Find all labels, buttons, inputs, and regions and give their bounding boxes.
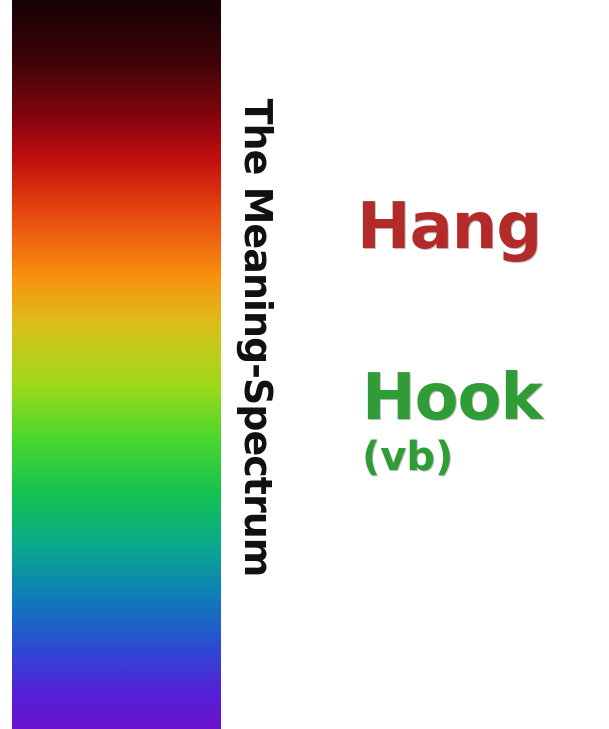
word-hook: Hook bbox=[362, 361, 543, 435]
color-spectrum-bar bbox=[12, 0, 221, 729]
word-hang: Hang bbox=[357, 190, 542, 264]
word-hook-part-of-speech: (vb) bbox=[362, 434, 454, 480]
spectrum-title-container: The Meaning-Spectrum bbox=[234, 95, 282, 580]
spectrum-title: The Meaning-Spectrum bbox=[236, 98, 280, 577]
